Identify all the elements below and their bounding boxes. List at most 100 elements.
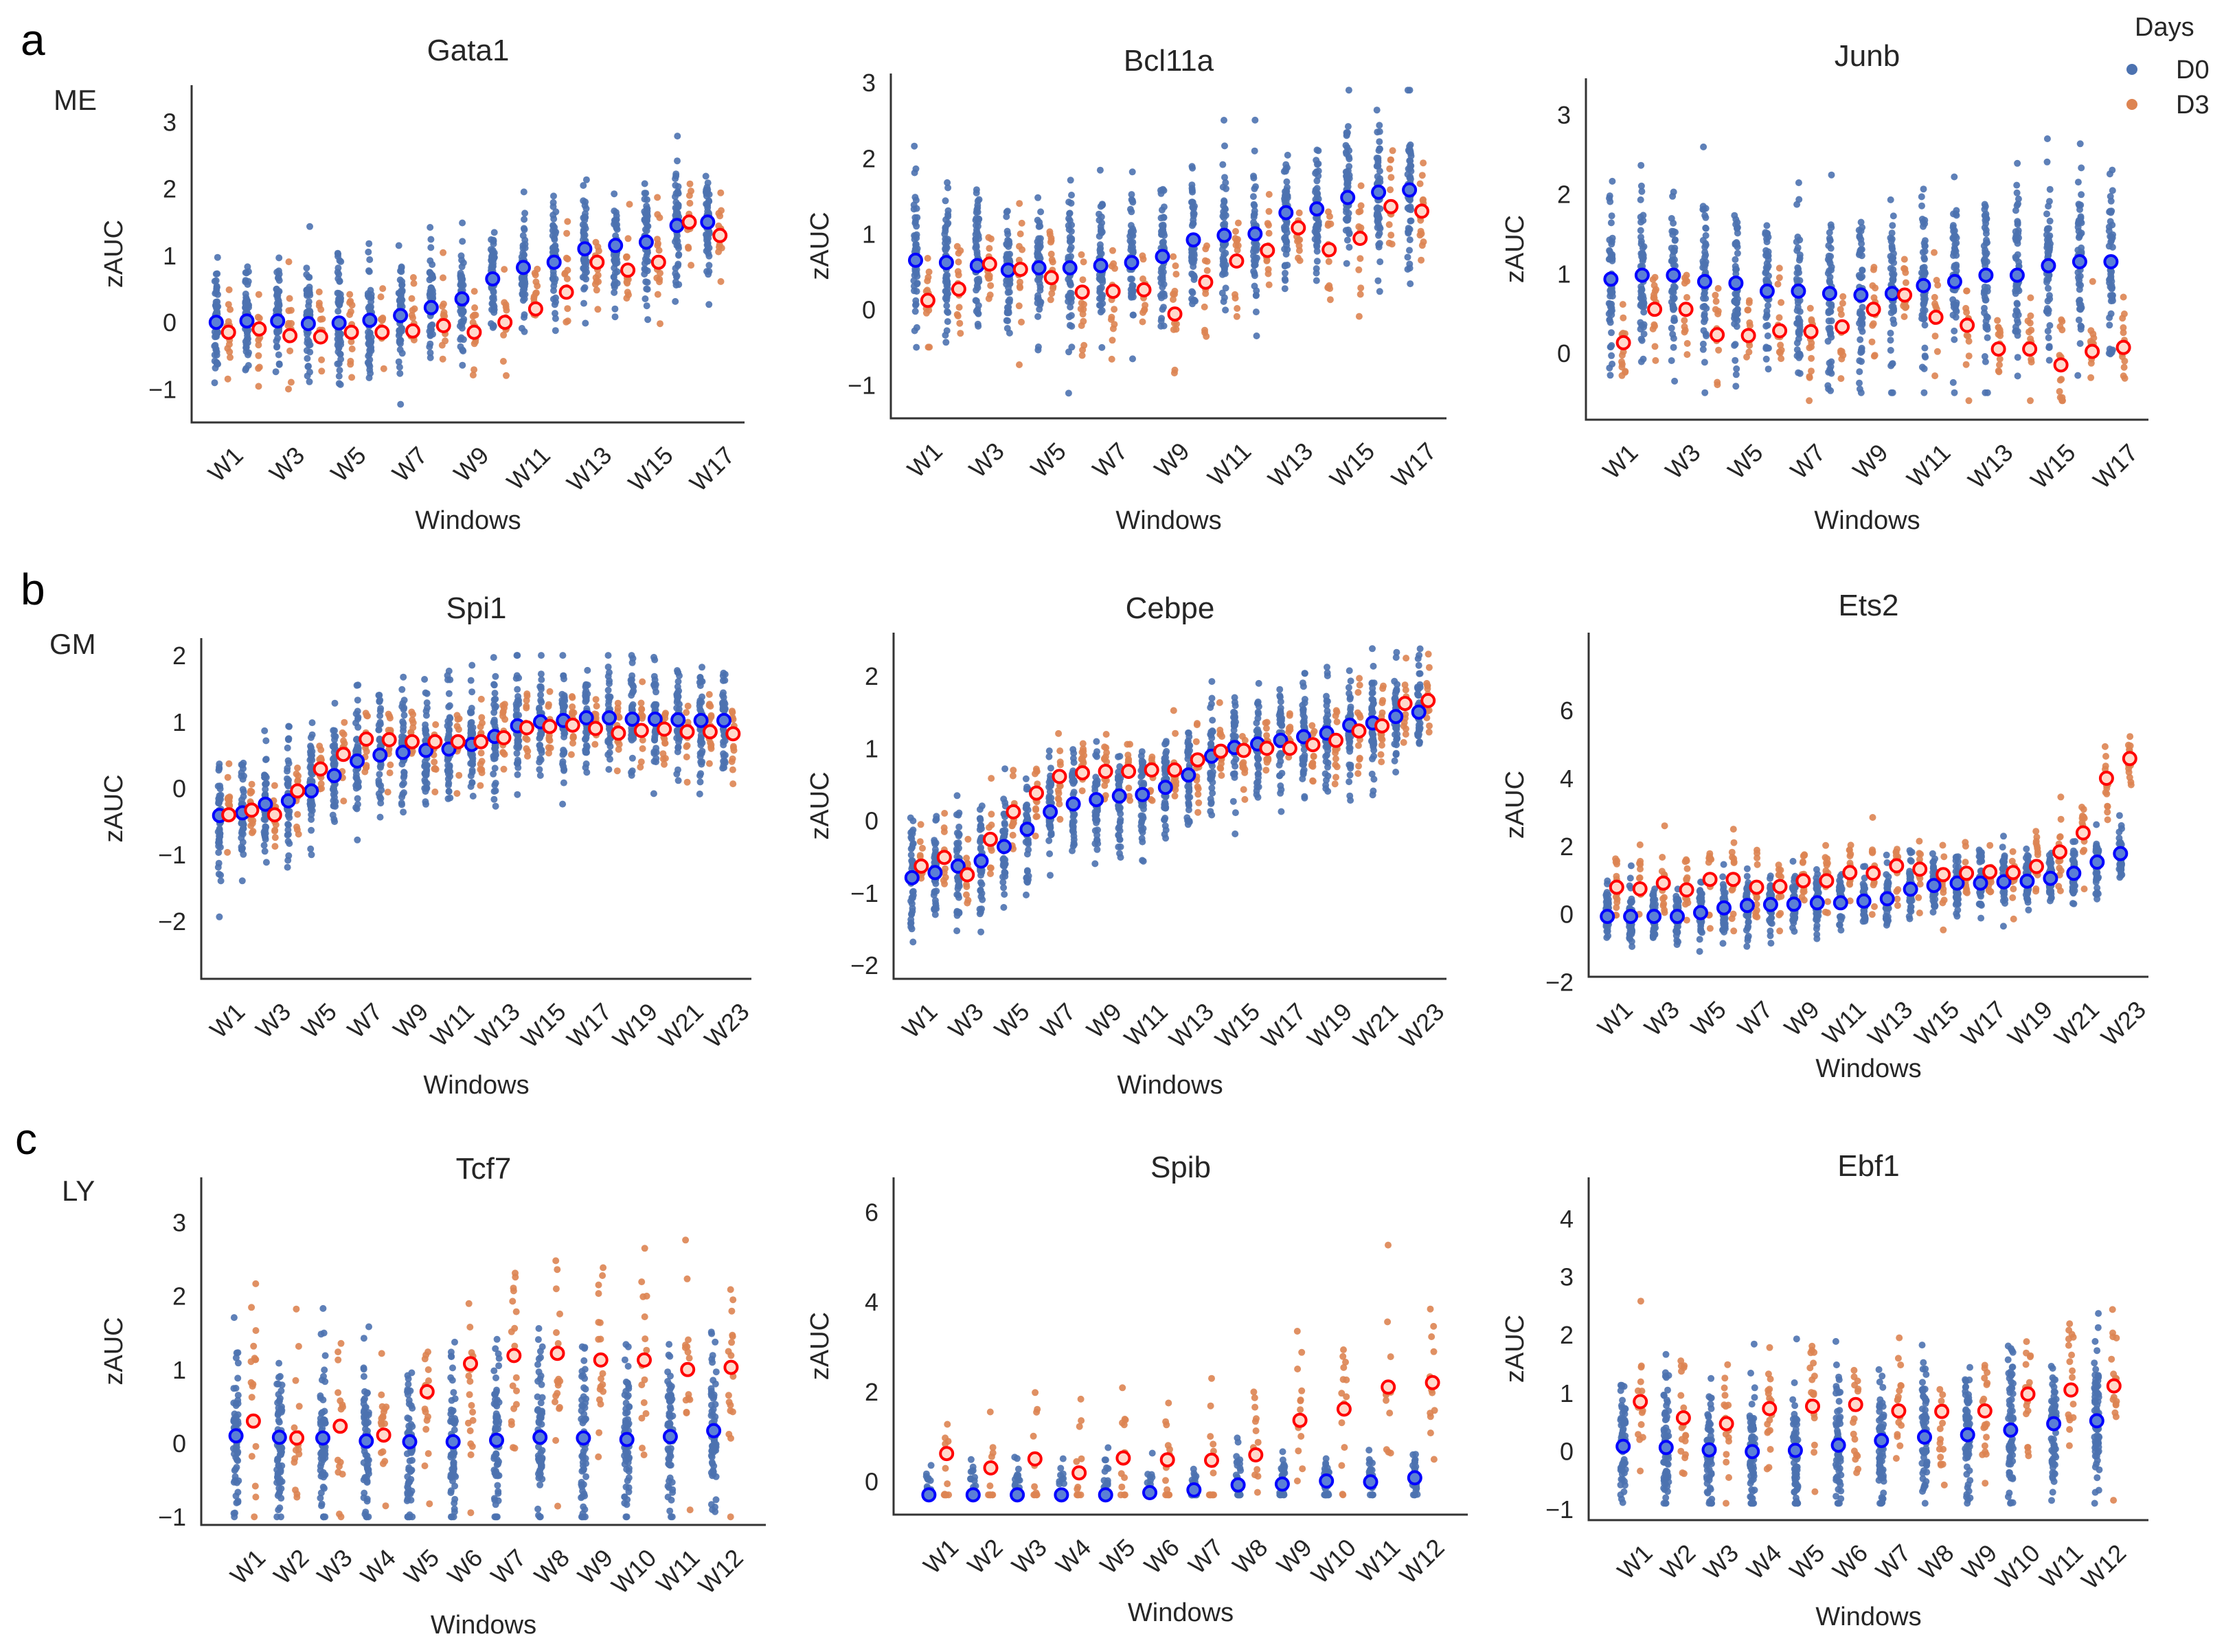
point-d0	[552, 230, 559, 238]
mean-marker-d3	[1990, 341, 2006, 357]
point-d0	[913, 324, 920, 331]
point-d0	[459, 336, 467, 343]
point-d3	[1109, 325, 1117, 332]
point-d0	[973, 222, 979, 229]
point-d3	[362, 764, 370, 771]
mean-marker-d3	[1678, 302, 1694, 317]
point-d0	[2077, 218, 2085, 225]
point-d3	[686, 199, 694, 207]
point-d0	[1129, 282, 1137, 289]
point-d0	[284, 735, 292, 743]
point-d0	[335, 360, 343, 367]
point-d0	[376, 712, 384, 719]
point-d0	[275, 351, 282, 359]
point-d0	[2013, 285, 2021, 293]
point-d0	[305, 338, 313, 346]
point-d0	[1407, 280, 1414, 288]
point-d0	[696, 699, 703, 707]
point-d0	[1637, 291, 1645, 298]
point-d0	[1765, 262, 1772, 270]
point-d0	[1825, 325, 1832, 332]
mean-marker-d3	[527, 301, 543, 317]
point-d0	[305, 363, 312, 370]
mean-marker-d3	[1012, 262, 1028, 278]
point-d0	[1096, 216, 1103, 224]
point-d3	[500, 331, 508, 339]
point-d0	[611, 313, 619, 321]
point-d0	[1825, 309, 1832, 317]
point-d0	[216, 760, 223, 768]
point-d3	[1837, 375, 1845, 383]
point-d0	[286, 723, 293, 730]
point-d0	[719, 677, 727, 684]
point-d0	[582, 319, 589, 327]
point-d0	[1609, 293, 1616, 300]
point-d3	[534, 265, 541, 273]
point-d0	[911, 214, 919, 221]
point-d3	[1808, 339, 1815, 347]
point-d0	[1795, 335, 1802, 343]
point-d0	[1068, 323, 1076, 330]
point-d3	[1420, 238, 1427, 246]
point-d0	[216, 826, 223, 834]
point-d0	[1157, 228, 1165, 235]
point-d0	[1983, 236, 1990, 244]
point-d0	[1129, 311, 1137, 319]
point-d0	[490, 681, 498, 689]
point-d0	[1953, 267, 1960, 275]
point-d3	[1079, 276, 1087, 284]
mean-marker-d0	[1728, 275, 1744, 291]
x-tick-label: W11	[1901, 438, 1955, 493]
point-d0	[1733, 266, 1740, 273]
point-d3	[317, 306, 325, 313]
point-d3	[1108, 262, 1115, 270]
point-d3	[715, 222, 723, 229]
point-d0	[674, 777, 682, 784]
point-d3	[1901, 265, 1909, 273]
point-d0	[239, 786, 247, 793]
point-d0	[1218, 271, 1226, 278]
point-d0	[1189, 289, 1196, 297]
y-axis-label: zAUC	[806, 212, 835, 280]
point-d0	[242, 291, 249, 297]
mean-marker-d3	[2022, 341, 2038, 357]
point-d0	[1607, 219, 1615, 227]
point-d0	[1218, 246, 1226, 253]
point-d3	[1172, 262, 1179, 269]
point-d3	[1619, 301, 1626, 308]
point-d0	[1004, 288, 1012, 296]
point-d0	[366, 363, 374, 370]
point-d0	[582, 270, 589, 278]
point-d3	[1324, 284, 1332, 291]
point-d0	[214, 253, 221, 261]
point-d3	[1681, 274, 1688, 282]
point-d3	[271, 843, 279, 850]
point-d3	[955, 271, 962, 279]
point-d3	[1201, 303, 1208, 310]
point-d0	[365, 267, 372, 275]
point-d0	[1345, 87, 1352, 94]
point-d0	[942, 216, 950, 223]
row-label-ly: LY	[62, 1175, 95, 1207]
point-d0	[1734, 310, 1741, 317]
point-d0	[398, 686, 406, 693]
point-d0	[1637, 227, 1644, 234]
point-d3	[1108, 313, 1115, 321]
mean-marker-d0	[1340, 190, 1356, 205]
point-d0	[1607, 319, 1614, 326]
point-d3	[1962, 361, 1970, 368]
point-d3	[1650, 321, 1658, 328]
point-d0	[1376, 145, 1383, 152]
point-d3	[1017, 284, 1023, 291]
point-d3	[1170, 253, 1177, 260]
point-d3	[271, 834, 279, 841]
mean-marker-d0	[2009, 267, 2025, 283]
point-d0	[512, 701, 520, 708]
point-d0	[1890, 320, 1898, 327]
point-d0	[1067, 244, 1075, 251]
point-d0	[1981, 205, 1988, 213]
point-d3	[469, 372, 477, 378]
point-d0	[1859, 328, 1866, 335]
x-tick-label: W19	[607, 997, 663, 1053]
point-d0	[975, 196, 983, 203]
